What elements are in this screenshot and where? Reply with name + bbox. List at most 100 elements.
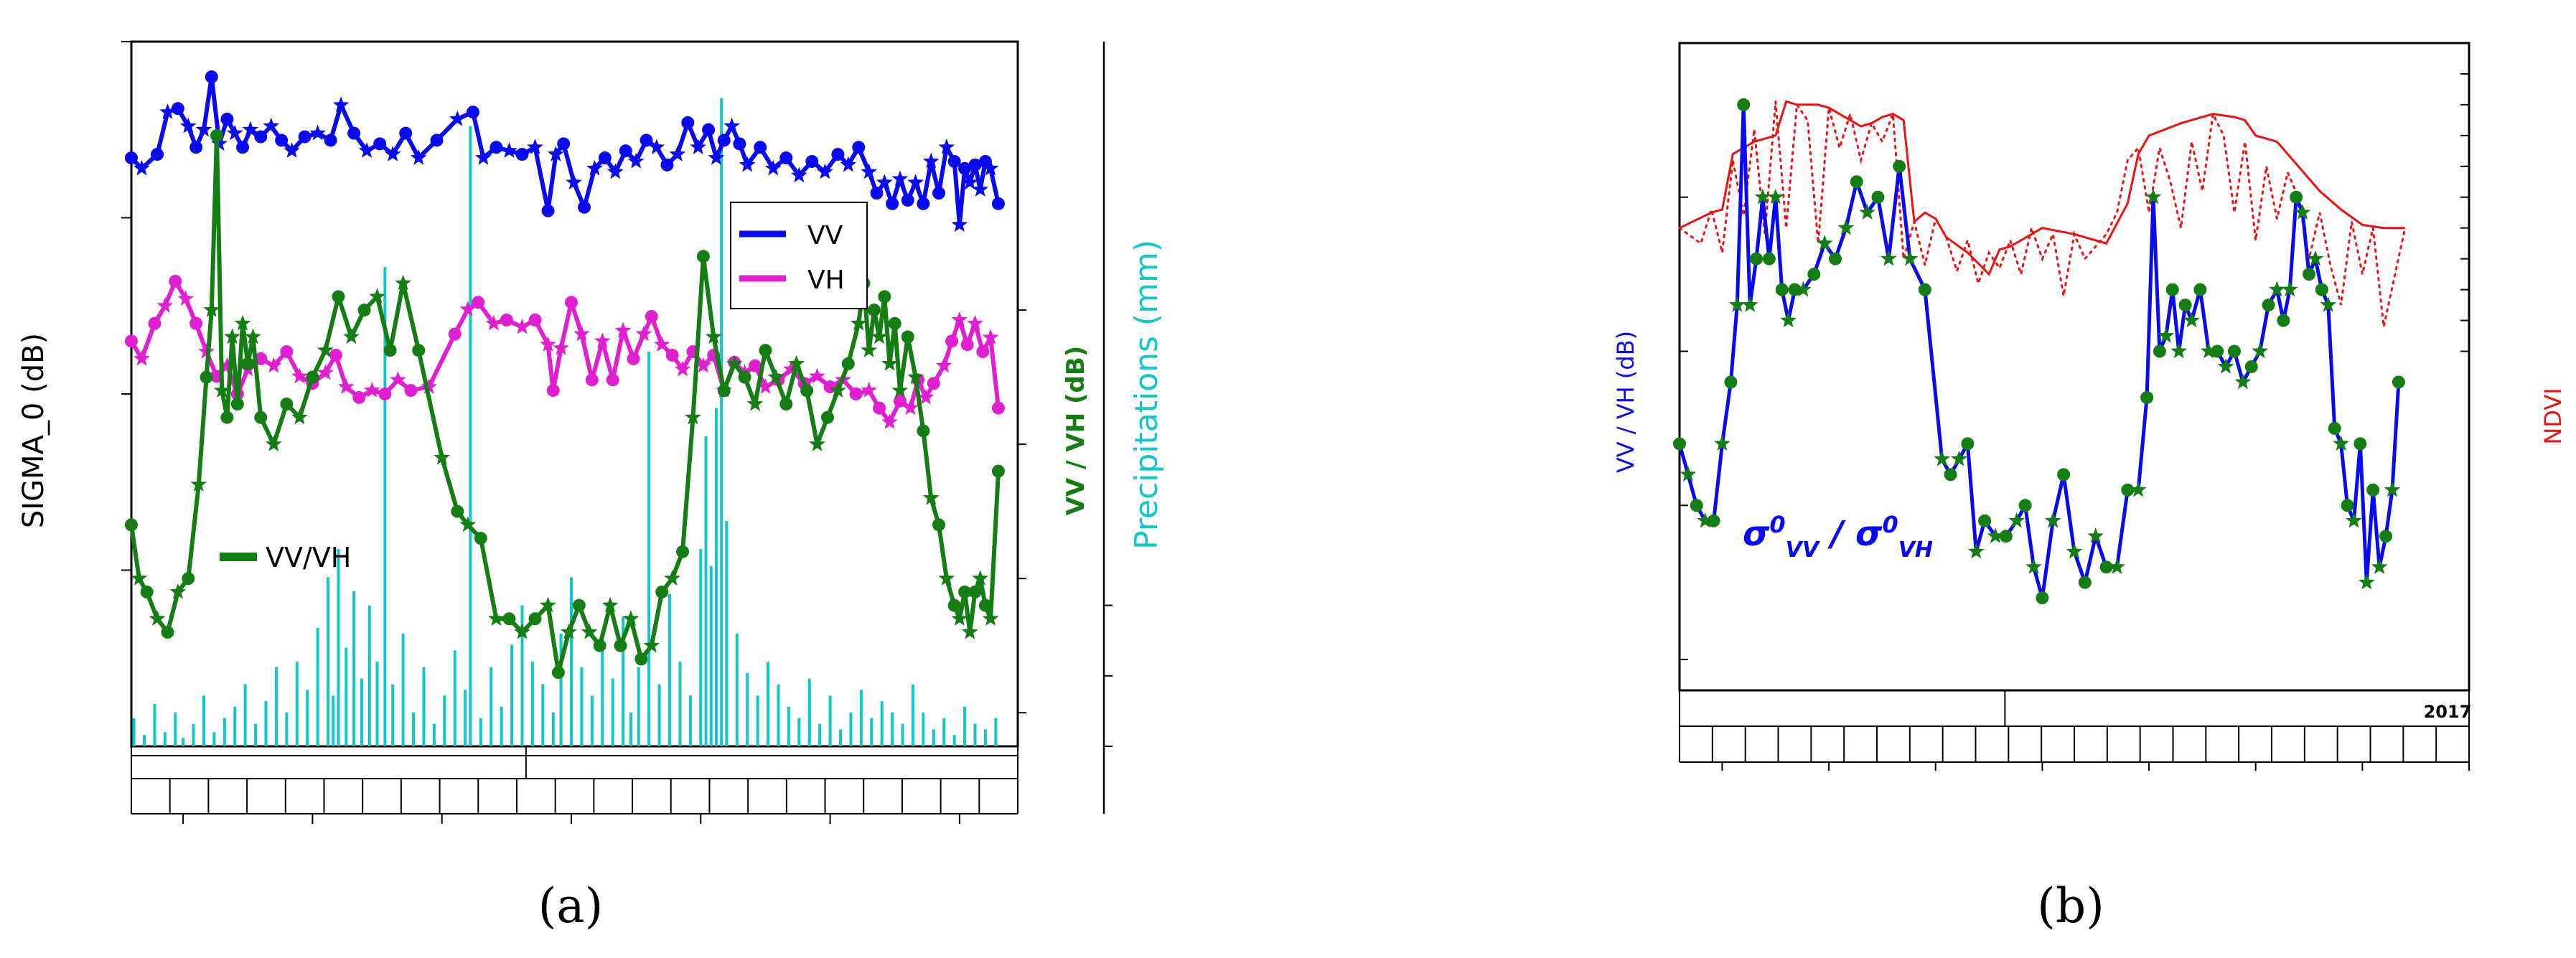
ratio-line-point	[968, 585, 982, 598]
ratio-line-point	[982, 610, 999, 626]
ratio-point	[2066, 543, 2083, 559]
ratio-line-point	[182, 572, 195, 586]
vv-line-point	[606, 163, 624, 179]
ratio-line-point	[809, 436, 825, 451]
vh-line-point	[893, 394, 907, 408]
vv-line-point	[891, 170, 909, 187]
precip-bar	[678, 662, 682, 746]
vh-line-point	[564, 296, 578, 309]
ratio-line-point	[643, 637, 660, 653]
vv-line-point	[886, 197, 899, 210]
vh-line-point	[982, 329, 999, 345]
ratio-line-point	[474, 532, 487, 545]
precip-bar	[375, 662, 379, 746]
ratio-point	[1807, 268, 1821, 281]
panel-b-plot-frame	[1678, 42, 2470, 692]
vh-line-point	[881, 413, 898, 429]
ratio-point	[2170, 342, 2188, 359]
ratio-point	[1680, 466, 1697, 482]
precip-bar	[911, 684, 914, 746]
panel-b-series	[1673, 98, 2407, 605]
vv-line-point	[958, 161, 972, 175]
ratio-point	[1795, 281, 1812, 297]
ratio-point	[2044, 512, 2061, 528]
vv-line-point	[790, 166, 807, 183]
precip-bar	[174, 712, 177, 746]
ratio-point	[1767, 188, 1784, 205]
ratio-line-point	[161, 626, 174, 639]
ratio-point	[2057, 468, 2071, 482]
precip-bar	[870, 718, 874, 746]
ratio-point	[2262, 299, 2275, 312]
ratio-line-point	[947, 598, 961, 612]
ratio-point	[1724, 375, 1738, 389]
panel-b-year-end-label: 2017	[2424, 702, 2472, 722]
vh-line-point	[749, 359, 762, 372]
precip-bar	[668, 593, 672, 746]
ratio-line-point	[917, 424, 930, 438]
vh-line-point	[177, 290, 195, 306]
ratio-line-point	[881, 354, 898, 371]
ratio-point	[1780, 311, 1797, 328]
vh-line-point	[553, 339, 569, 355]
ratio-line-point	[434, 449, 451, 465]
precip-bar	[994, 718, 998, 746]
ratio-line-point	[779, 398, 793, 411]
vh-line-point	[219, 357, 235, 373]
ratio-line-point	[149, 610, 166, 626]
legend-label-vv: VV	[807, 221, 843, 250]
ratio-line-point	[291, 408, 308, 425]
legend-label-vh: VH	[807, 266, 845, 295]
ndvi-dotted-line	[1678, 101, 2407, 327]
ratio-line-point	[726, 354, 743, 371]
ndvi-line	[1679, 100, 2405, 276]
ratio-point	[2392, 375, 2405, 389]
ratio-line-point	[850, 314, 867, 331]
precip-bar	[391, 684, 395, 746]
vh-line-point	[528, 313, 542, 327]
ratio-point	[2371, 558, 2388, 574]
vh-line-point	[967, 314, 983, 331]
precip-bar	[453, 650, 456, 746]
vh-line-point	[783, 360, 800, 377]
vh-line-point	[363, 382, 380, 398]
precip-bar	[295, 662, 299, 746]
precip-bar	[243, 684, 247, 746]
vh-line-point	[809, 367, 825, 384]
ratio-point	[1690, 499, 1703, 512]
vv-line-point	[852, 141, 866, 154]
precip-bar	[327, 577, 330, 746]
vv-line-point	[951, 216, 968, 232]
ratio-point	[1714, 435, 1730, 451]
ratio-point	[2346, 512, 2362, 528]
ratio-line-point	[210, 128, 223, 142]
ratio-point	[2018, 499, 2032, 512]
ratio-point	[1934, 450, 1951, 466]
vv-line-point	[972, 181, 989, 197]
ratio-line-point	[412, 344, 426, 357]
ratio-line-point	[878, 290, 891, 304]
vv-line-point	[195, 121, 212, 137]
vv-line-point	[779, 151, 793, 165]
precip-bar	[254, 723, 258, 746]
vv-line-point	[566, 174, 582, 190]
annotation-sigma-2: σ	[1855, 514, 1883, 554]
precip-bar	[756, 695, 759, 746]
panel-b-ylabel: VV / VH (dB)	[1612, 331, 1639, 473]
vh-line-point	[404, 384, 418, 398]
precip-bar	[880, 701, 884, 746]
ratio-point	[2384, 481, 2401, 497]
vv-line-point	[723, 117, 740, 133]
ratio-line	[129, 133, 1001, 675]
panel-b-annotation: σ0VV / σ0VH	[1743, 511, 1933, 563]
ratio-point	[2307, 250, 2324, 266]
precip-bar	[192, 723, 195, 746]
annotation-slash: /	[1819, 514, 1855, 554]
precip-bar	[637, 667, 640, 746]
ratio-point	[2379, 530, 2393, 543]
ratio-point	[2294, 204, 2311, 220]
panel-a-legend: VV VH	[730, 202, 868, 309]
vv-line-point	[527, 138, 543, 154]
vh-line-point	[991, 401, 1005, 415]
